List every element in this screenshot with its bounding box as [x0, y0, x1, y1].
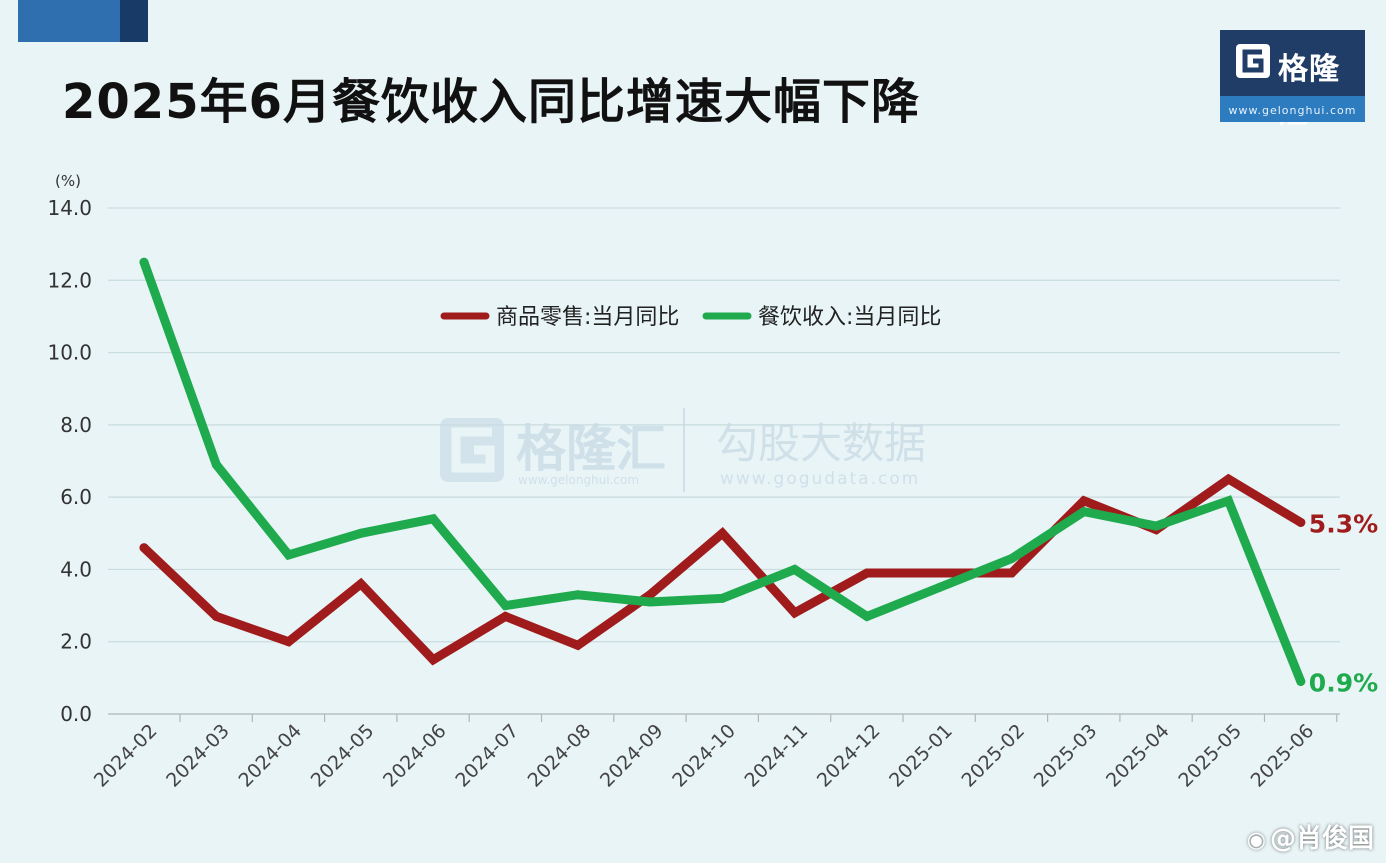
x-tick-label: 2024-02 [90, 720, 162, 792]
y-tick-label: 12.0 [47, 268, 92, 292]
data-point [934, 568, 944, 578]
logo-g-icon [1236, 44, 1270, 78]
data-point [862, 611, 872, 621]
data-point [501, 611, 510, 621]
y-tick-label: 4.0 [60, 557, 92, 581]
x-tick-label: 2024-05 [307, 720, 379, 792]
weibo-icon: ◉ [1246, 828, 1266, 853]
data-point [356, 579, 366, 589]
x-tick-label: 2024-03 [162, 720, 234, 792]
y-tick-label: 14.0 [47, 196, 92, 220]
watermark-brand: 格隆汇 [516, 420, 666, 478]
data-point [428, 655, 438, 665]
grid [108, 207, 1340, 715]
data-point [645, 597, 655, 607]
legend: 商品零售:当月同比 餐饮收入:当月同比 [440, 305, 941, 330]
watermark-product: 勾股大数据 [716, 419, 926, 468]
x-tick-label: 2025-01 [885, 720, 957, 792]
x-tick-label: 2025-05 [1174, 720, 1246, 792]
y-tick-label: 8.0 [60, 413, 92, 437]
data-point [573, 590, 583, 600]
data-point [790, 564, 800, 574]
end-value-label: 0.9% [1309, 668, 1378, 697]
data-point [717, 593, 727, 603]
data-point [645, 590, 655, 600]
watermark-g-icon [440, 418, 504, 482]
corner-decoration-dark [120, 0, 148, 42]
x-tick-label: 2024-09 [596, 720, 668, 792]
brand-logo: 格隆汇 www.gelonghui.com [1220, 30, 1365, 131]
x-tick-label: 2024-06 [379, 720, 451, 792]
data-point [501, 601, 510, 611]
watermark-product-url: www.gogudata.com [720, 469, 920, 489]
legend-label: 餐饮收入:当月同比 [758, 305, 941, 330]
data-point [573, 640, 583, 650]
x-tick-label: 2025-02 [957, 720, 1029, 792]
data-point [1296, 676, 1306, 686]
footer-text: @肖俊国 [1269, 824, 1374, 854]
data-point [1079, 507, 1089, 517]
data-point [1079, 496, 1089, 506]
page-title: 2025年6月餐饮收入同比增速大幅下降 [62, 74, 920, 130]
data-point [1007, 554, 1017, 564]
x-tick-label: 2025-04 [1102, 720, 1174, 792]
data-point [1224, 496, 1233, 506]
x-tick-label: 2025-03 [1030, 720, 1102, 792]
data-point [790, 608, 800, 618]
y-tick-label: 0.0 [60, 702, 92, 726]
series-group: 5.3% 0.9% [139, 257, 1378, 697]
y-tick-label: 6.0 [60, 485, 92, 509]
data-point [1151, 521, 1161, 531]
y-tick-label: 2.0 [60, 630, 92, 654]
legend-label: 商品零售:当月同比 [496, 305, 679, 330]
data-point [211, 460, 221, 470]
data-point [356, 528, 366, 538]
logo-url-bar [1220, 96, 1365, 122]
corner-decoration [18, 0, 148, 42]
logo-url: www.gelonghui.com [1228, 104, 1357, 117]
x-tick-label: 2024-10 [668, 720, 740, 792]
data-point [934, 583, 944, 592]
footer-credit: ◉ @肖俊国 [1247, 818, 1374, 855]
end-value-label: 5.3% [1309, 509, 1378, 538]
data-point [284, 550, 294, 560]
data-point [428, 514, 438, 524]
data-point [1296, 517, 1306, 527]
x-tick-label: 2024-08 [524, 720, 596, 792]
data-point [1007, 568, 1017, 578]
x-tick-label: 2024-04 [234, 720, 306, 792]
data-point [284, 637, 294, 647]
x-tick-label: 2024-12 [813, 720, 885, 792]
x-tick-label: 2025-06 [1247, 720, 1319, 792]
y-axis-unit: (%) [55, 172, 81, 190]
data-point [139, 257, 149, 267]
x-axis: 2024-02 2024-03 2024-04 2024-05 2024-06 2024-… [90, 714, 1338, 792]
x-tick-label: 2024-11 [741, 720, 813, 792]
data-point [139, 543, 149, 553]
watermark: 格隆汇 www.gelonghui.com 勾股大数据 www.gogudata… [440, 408, 926, 492]
data-point [717, 528, 727, 538]
x-tick-label: 2024-07 [451, 720, 523, 792]
watermark-brand-url: www.gelonghui.com [518, 473, 639, 487]
data-point [862, 568, 872, 578]
data-point [1224, 474, 1233, 484]
y-axis: 0.0 2.0 4.0 6.0 8.0 10.0 12.0 14.0 (%) [47, 172, 92, 726]
y-tick-label: 10.0 [47, 341, 92, 365]
data-point [211, 611, 221, 621]
